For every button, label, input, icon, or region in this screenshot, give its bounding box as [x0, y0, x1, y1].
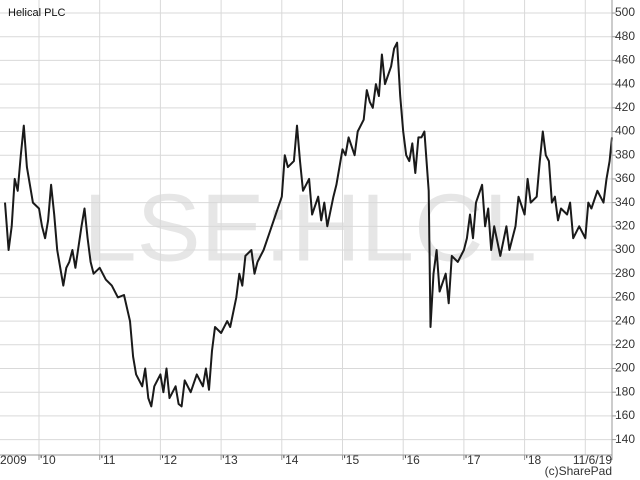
- x-tick-label: '14: [283, 453, 299, 467]
- x-tick-label: '16: [404, 453, 420, 467]
- y-tick-label: 380: [615, 147, 635, 161]
- y-tick-label: 160: [615, 408, 635, 422]
- x-tick-label: '11: [101, 453, 116, 467]
- y-tick-label: 200: [615, 361, 635, 375]
- x-tick-label: '13: [222, 453, 238, 467]
- y-tick-label: 420: [615, 100, 635, 114]
- x-tick-label: '12: [161, 453, 177, 467]
- y-tick-label: 220: [615, 337, 635, 351]
- y-tick-label: 280: [615, 266, 635, 280]
- y-tick-label: 300: [615, 242, 635, 256]
- y-tick-label: 320: [615, 218, 635, 232]
- chart-title: Helical PLC: [8, 7, 66, 19]
- y-tick-label: 260: [615, 290, 635, 304]
- x-tick-label: '10: [40, 453, 56, 467]
- price-line: [4, 41, 613, 408]
- x-tick-label: 11/6/19: [573, 453, 612, 467]
- x-tick-label: '18: [526, 453, 542, 467]
- y-tick-label: 440: [615, 76, 635, 90]
- y-tick-label: 480: [615, 29, 635, 43]
- y-tick-label: 180: [615, 384, 635, 398]
- y-tick-label: 240: [615, 313, 635, 327]
- x-tick-label: '15: [343, 453, 359, 467]
- y-tick-label: 460: [615, 53, 635, 67]
- y-tick-label: 500: [615, 5, 635, 19]
- credit: (c)SharePad: [545, 464, 612, 478]
- y-tick-label: 140: [615, 432, 635, 446]
- x-tick-label: 2009: [0, 453, 27, 467]
- y-tick-label: 360: [615, 171, 635, 185]
- x-tick-label: '17: [465, 453, 481, 467]
- y-tick-label: 400: [615, 124, 635, 138]
- y-tick-label: 340: [615, 195, 635, 209]
